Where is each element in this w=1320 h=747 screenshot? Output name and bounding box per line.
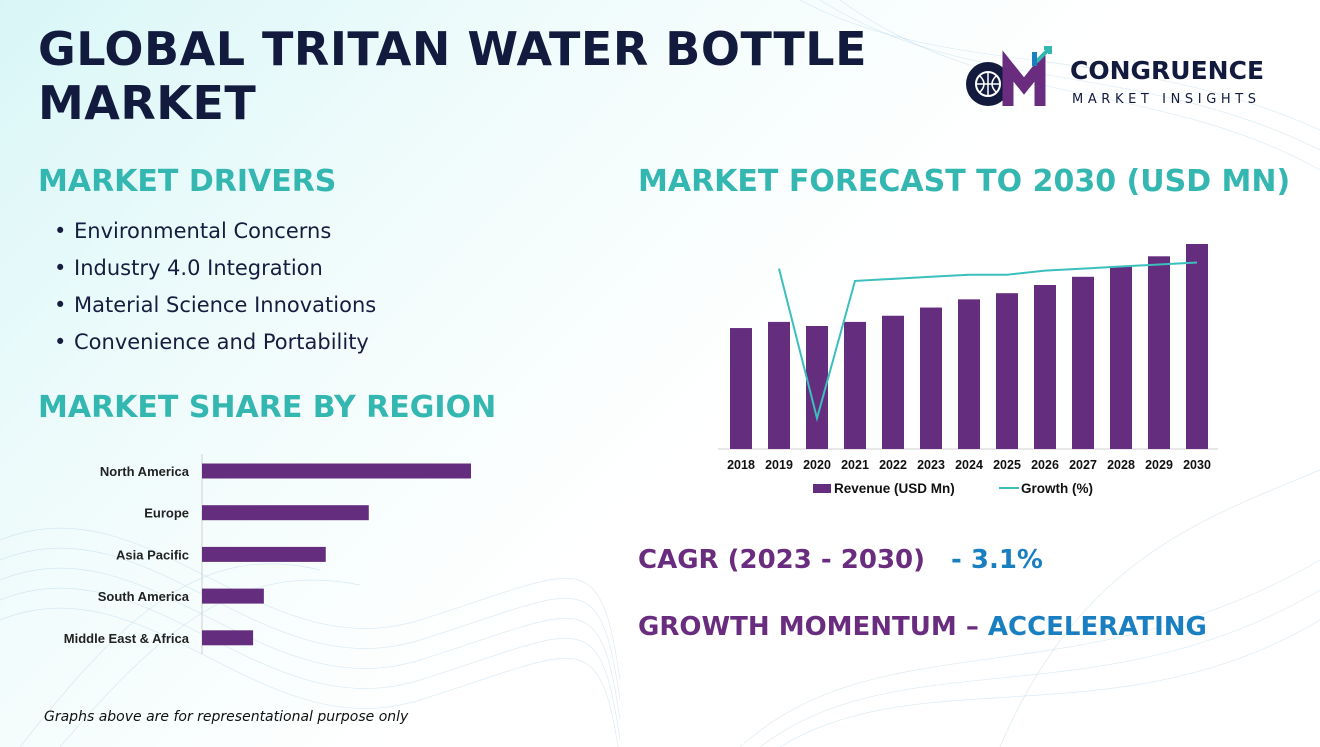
year-tick-label: 2024 [955,458,983,472]
footnote: Graphs above are for representational pu… [44,709,409,725]
list-item: • Industry 4.0 Integration [54,256,323,280]
driver-label: Environmental Concerns [74,219,332,243]
driver-label: Material Science Innovations [74,293,377,317]
cagr-stat: CAGR (2023 - 2030) - 3.1% [638,545,1043,575]
revenue-bar [844,321,866,449]
revenue-bar [958,299,980,449]
year-tick-label: 2025 [993,458,1021,472]
drivers-heading: MARKET DRIVERS [38,164,337,199]
drivers-list: • Environmental Concerns • Industry 4.0 In… [54,216,376,364]
region-label: South America [98,589,190,604]
year-tick-label: 2019 [765,458,793,472]
growth-momentum: GROWTH MOMENTUM – ACCELERATING [638,612,1207,642]
driver-label: Industry 4.0 Integration [74,256,323,280]
year-tick-label: 2029 [1145,458,1173,472]
region-bar [202,630,254,646]
momentum-value: ACCELERATING [987,612,1207,642]
revenue-bar [1110,266,1132,449]
year-tick-label: 2027 [1069,458,1097,472]
region-bar [202,505,369,521]
region-bar [202,588,264,604]
cagr-value: - 3.1% [951,545,1043,575]
year-tick-label: 2028 [1107,458,1135,472]
revenue-bar [1148,256,1170,449]
forecast-heading: MARKET FORECAST TO 2030 (USD MN) [638,164,1291,199]
list-item: • Environmental Concerns [54,219,332,243]
page-title: GLOBAL TRITAN WATER BOTTLE MARKET [38,22,868,130]
revenue-bar [1072,276,1094,449]
revenue-bar [882,315,904,449]
year-tick-label: 2021 [841,458,869,472]
year-tick-label: 2030 [1183,458,1211,472]
revenue-bar [806,326,828,449]
company-logo: CONGRUENCE MARKET INSIGHTS [962,40,1292,120]
revenue-bar [1186,244,1208,449]
logo-name: CONGRUENCE [1070,56,1265,85]
momentum-label: GROWTH MOMENTUM – [638,612,988,642]
logo-mark-icon [966,46,1052,106]
region-bar [202,463,471,479]
year-tick-label: 2018 [727,458,755,472]
region-label: Middle East & Africa [64,631,190,646]
year-tick-label: 2026 [1031,458,1059,472]
year-tick-label: 2022 [879,458,907,472]
region-heading: MARKET SHARE BY REGION [38,390,497,425]
legend-growth-label: Growth (%) [1021,481,1093,496]
revenue-bar [730,328,752,449]
driver-label: Convenience and Portability [74,330,369,354]
forecast-combo-chart: 2018 2019 2020 2021 2022 2023 2024 2025 2026 2027… [718,244,1218,496]
year-tick-label: 2020 [803,458,831,472]
revenue-bar [996,293,1018,449]
region-bar [202,546,326,562]
region-label: Europe [144,506,189,521]
cagr-label: CAGR (2023 - 2030) [638,545,926,575]
logo-tagline: MARKET INSIGHTS [1072,92,1261,107]
list-item: • Convenience and Portability [54,330,369,354]
revenue-bar [768,321,790,449]
region-label: Asia Pacific [116,547,189,562]
list-item: • Material Science Innovations [54,293,377,317]
revenue-bar [920,307,942,449]
region-bar-chart: North America Europe Asia Pacific South Ame… [64,454,471,654]
legend-revenue-label: Revenue (USD Mn) [834,481,955,496]
revenue-bar [1034,285,1056,449]
legend-revenue-swatch [813,484,831,493]
region-label: North America [100,464,190,479]
growth-line [778,261,1198,423]
year-tick-label: 2023 [917,458,945,472]
